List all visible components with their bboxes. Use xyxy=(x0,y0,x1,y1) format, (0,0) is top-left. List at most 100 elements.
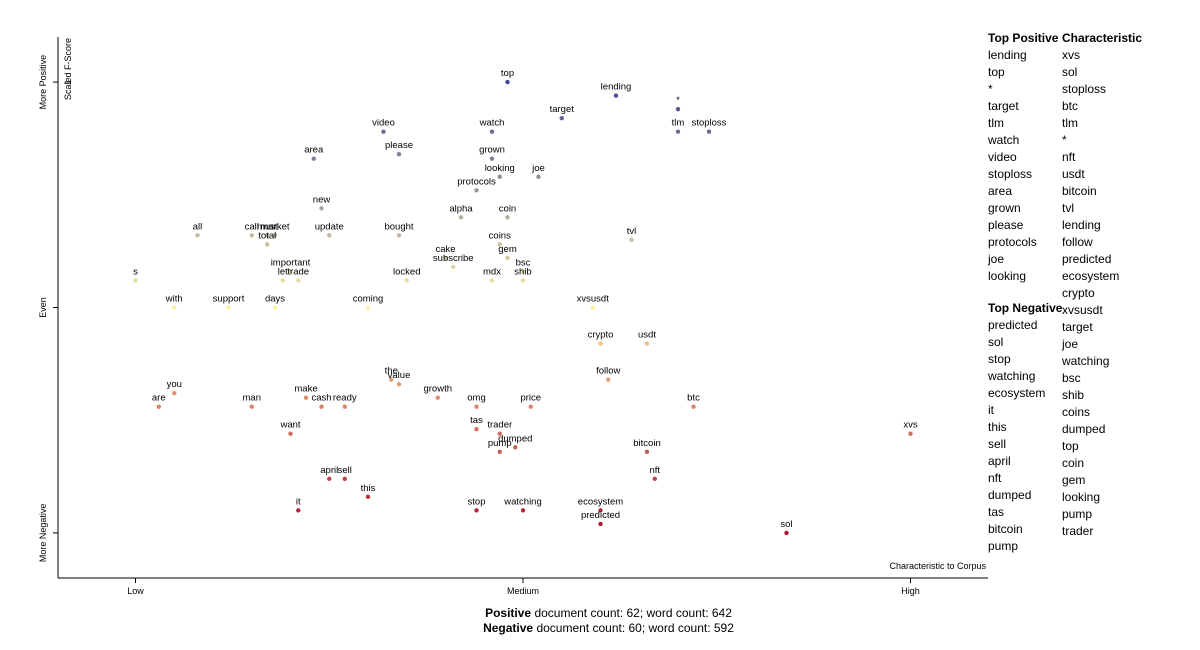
point-label: xvsusdt xyxy=(577,294,610,305)
point-label: watching xyxy=(503,496,542,507)
point xyxy=(342,476,347,482)
list-term: pump xyxy=(988,539,1019,553)
list-term: bitcoin xyxy=(1062,184,1097,198)
point xyxy=(505,215,510,220)
list-term: btc xyxy=(1062,99,1079,113)
list-term: top xyxy=(988,65,1005,79)
point-label: sol xyxy=(780,519,792,530)
point xyxy=(598,521,603,527)
point xyxy=(536,174,541,179)
point xyxy=(396,381,402,387)
point-label: watch xyxy=(479,118,505,129)
point xyxy=(303,395,309,400)
point-label: target xyxy=(550,104,575,115)
point xyxy=(458,215,464,220)
list-term: dumped xyxy=(988,488,1032,502)
point-label: tlm xyxy=(672,118,685,129)
point-label: subscribe xyxy=(433,253,474,264)
point xyxy=(381,129,386,134)
list-title: Top Negative xyxy=(988,301,1063,315)
point-label: dumped xyxy=(498,433,532,444)
point xyxy=(474,188,479,193)
point-label: grown xyxy=(479,145,505,156)
list-term: stoploss xyxy=(988,167,1033,181)
chart: Scaled F-Score Characteristic to Corpus … xyxy=(38,37,988,596)
list-term: target xyxy=(988,99,1019,113)
list-term: nft xyxy=(1062,150,1076,164)
point-label: mdx xyxy=(483,266,501,277)
list-term: target xyxy=(1062,320,1093,334)
list-title: Top Positive xyxy=(988,31,1059,45)
point-label: cash xyxy=(311,393,331,404)
point xyxy=(606,377,611,382)
point-label: bitcoin xyxy=(633,438,660,449)
point-label: locked xyxy=(393,266,420,277)
point xyxy=(172,390,177,396)
point xyxy=(133,278,138,283)
point-label: crypto xyxy=(588,330,614,341)
footer-text: document count: 60; word count: 592 xyxy=(533,621,734,635)
y-axis-label: Scaled F-Score xyxy=(63,38,73,100)
point-label: new xyxy=(313,194,331,205)
point xyxy=(265,233,270,238)
point xyxy=(296,278,301,283)
point-label: omg xyxy=(467,393,485,404)
point xyxy=(505,79,510,85)
point-label: xvs xyxy=(903,420,918,431)
point-label: market xyxy=(260,221,289,232)
point-label: joe xyxy=(531,163,545,174)
list-term: * xyxy=(1062,133,1067,147)
point-label: btc xyxy=(687,393,700,404)
point xyxy=(489,278,495,283)
list-term: it xyxy=(988,403,994,417)
point xyxy=(644,449,650,454)
point xyxy=(590,305,595,310)
list-term: protocols xyxy=(988,235,1037,249)
footer-line: Positive document count: 62; word count:… xyxy=(0,606,1200,621)
point-label: trade xyxy=(287,266,309,277)
list-term: please xyxy=(988,218,1024,232)
point-label: call xyxy=(245,221,259,232)
point-label: man xyxy=(243,393,261,404)
list-term: pump xyxy=(1062,507,1093,521)
point xyxy=(489,156,495,161)
point xyxy=(652,476,657,482)
list-term: ecosystem xyxy=(1062,269,1120,283)
x-axis-label: Characteristic to Corpus xyxy=(889,561,986,571)
point xyxy=(629,237,634,243)
list-title: Characteristic xyxy=(1062,31,1143,45)
point xyxy=(272,233,278,238)
list-term: watch xyxy=(988,133,1020,147)
point xyxy=(404,278,409,283)
point xyxy=(497,449,502,454)
point xyxy=(706,129,712,134)
point-label: tvl xyxy=(627,226,637,237)
list-term: area xyxy=(988,184,1013,198)
point-label: pump xyxy=(488,438,512,449)
point xyxy=(288,431,293,436)
footer-text: document count: 62; word count: 642 xyxy=(531,606,732,620)
point-label: cake xyxy=(435,244,455,255)
point-label: lending xyxy=(601,82,632,93)
point-label: update xyxy=(315,221,344,232)
list-term: gem xyxy=(1062,473,1086,487)
point xyxy=(675,129,681,134)
point-label: coming xyxy=(353,294,384,305)
point-label: it xyxy=(296,496,301,507)
point-label: april xyxy=(320,465,338,476)
list-term: xvsusdt xyxy=(1062,303,1103,317)
list-term: coins xyxy=(1062,405,1091,419)
list-term: tvl xyxy=(1062,201,1074,215)
list-term: looking xyxy=(988,269,1027,283)
point-label: days xyxy=(265,294,285,305)
list-term: bitcoin xyxy=(988,522,1023,536)
point xyxy=(520,508,526,513)
list-term: sol xyxy=(988,335,1004,349)
point xyxy=(249,233,254,238)
list-term: trader xyxy=(1062,524,1094,538)
point xyxy=(443,255,448,261)
list-term: xvs xyxy=(1062,48,1080,62)
point-label: usdt xyxy=(638,330,656,341)
point-label: make xyxy=(294,384,317,395)
